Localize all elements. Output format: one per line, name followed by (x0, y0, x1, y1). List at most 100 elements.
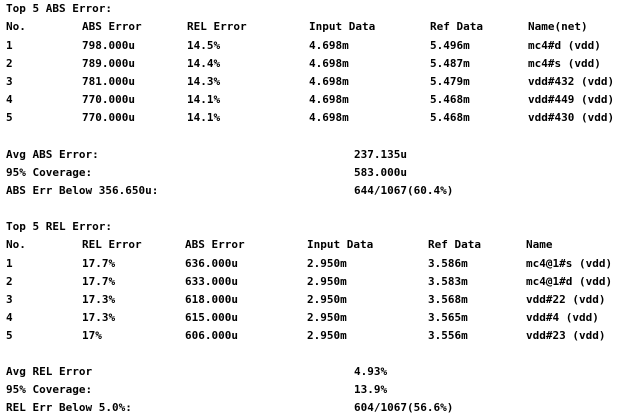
row-ref-data: 5.479m (430, 75, 470, 88)
abs-section-title: Top 5 ABS Error: (0, 0, 629, 18)
row-rel-error: 14.1% (187, 111, 221, 124)
row-ref-data: 5.468m (430, 111, 470, 124)
row-name: vdd#432 (vdd) (528, 75, 615, 88)
row-name: mc4#s (vdd) (528, 57, 601, 70)
row-ref-data: 3.565m (428, 311, 468, 324)
summary-value: 644/1067(60.4%) (354, 184, 454, 197)
row-ref-data: 3.583m (428, 275, 468, 288)
row-rel-error: 14.1% (187, 93, 221, 106)
row-input-data: 2.950m (307, 311, 347, 324)
row-abs-error: 606.000u (185, 329, 238, 342)
row-abs-error: 615.000u (185, 311, 238, 324)
table-row: 4 770.000u 14.1% 4.698m 5.468m vdd#449 (… (0, 91, 629, 109)
row-ref-data: 5.468m (430, 93, 470, 106)
summary-label: ABS Err Below 356.650u: (6, 184, 159, 197)
row-name: vdd#430 (vdd) (528, 111, 615, 124)
row-name: mc4#d (vdd) (528, 39, 601, 52)
row-name: mc4@1#d (vdd) (526, 275, 613, 288)
header-ref-data: Ref Data (430, 20, 483, 33)
header-abs-error: ABS Error (82, 20, 142, 33)
row-abs-error: 618.000u (185, 293, 238, 306)
row-rel-error: 14.3% (187, 75, 221, 88)
row-name: vdd#23 (vdd) (526, 329, 606, 342)
header-abs-error: ABS Error (185, 238, 245, 251)
header-no: No. (6, 20, 26, 33)
table-row: 1 798.000u 14.5% 4.698m 5.496m mc4#d (vd… (0, 37, 629, 55)
header-input-data: Input Data (307, 238, 374, 251)
row-name: vdd#22 (vdd) (526, 293, 606, 306)
row-ref-data: 3.586m (428, 257, 468, 270)
row-no: 5 (6, 329, 13, 342)
row-rel-error: 17.7% (82, 257, 116, 270)
row-input-data: 2.950m (307, 293, 347, 306)
row-name: vdd#449 (vdd) (528, 93, 615, 106)
row-name: mc4@1#s (vdd) (526, 257, 613, 270)
row-rel-error: 17.7% (82, 275, 116, 288)
summary-value: 13.9% (354, 383, 388, 396)
summary-value: 583.000u (354, 166, 407, 179)
summary-label: REL Err Below 5.0%: (6, 401, 132, 414)
summary-value: 604/1067(56.6%) (354, 401, 454, 414)
summary-row: ABS Err Below 356.650u: 644/1067(60.4%) (0, 182, 629, 200)
row-no: 2 (6, 57, 13, 70)
row-input-data: 2.950m (307, 329, 347, 342)
row-input-data: 4.698m (309, 57, 349, 70)
row-no: 3 (6, 75, 13, 88)
table-row: 5 770.000u 14.1% 4.698m 5.468m vdd#430 (… (0, 109, 629, 127)
table-row: 3 781.000u 14.3% 4.698m 5.479m vdd#432 (… (0, 73, 629, 91)
row-abs-error: 789.000u (82, 57, 135, 70)
header-ref-data: Ref Data (428, 238, 481, 251)
table-row: 4 17.3% 615.000u 2.950m 3.565m vdd#4 (vd… (0, 309, 629, 327)
row-ref-data: 5.496m (430, 39, 470, 52)
header-name: Name(net) (528, 20, 588, 33)
row-abs-error: 781.000u (82, 75, 135, 88)
summary-label: Avg ABS Error: (6, 148, 99, 161)
summary-row: Avg REL Error 4.93% (0, 363, 629, 381)
header-no: No. (6, 238, 26, 251)
summary-value: 4.93% (354, 365, 388, 378)
table-row: 2 789.000u 14.4% 4.698m 5.487m mc4#s (vd… (0, 55, 629, 73)
rel-title-text: Top 5 REL Error: (6, 220, 112, 233)
row-rel-error: 14.4% (187, 57, 221, 70)
row-input-data: 2.950m (307, 257, 347, 270)
row-abs-error: 798.000u (82, 39, 135, 52)
row-rel-error: 17.3% (82, 311, 116, 324)
summary-row: Avg ABS Error: 237.135u (0, 146, 629, 164)
summary-label: 95% Coverage: (6, 383, 93, 396)
row-rel-error: 17.3% (82, 293, 116, 306)
row-ref-data: 3.556m (428, 329, 468, 342)
row-no: 4 (6, 311, 13, 324)
summary-row: REL Err Below 5.0%: 604/1067(56.6%) (0, 399, 629, 417)
header-name: Name (526, 238, 553, 251)
table-row: 2 17.7% 633.000u 2.950m 3.583m mc4@1#d (… (0, 273, 629, 291)
summary-row: 95% Coverage: 583.000u (0, 164, 629, 182)
row-no: 3 (6, 293, 13, 306)
row-no: 1 (6, 257, 13, 270)
summary-label: 95% Coverage: (6, 166, 93, 179)
row-abs-error: 770.000u (82, 111, 135, 124)
summary-row: 95% Coverage: 13.9% (0, 381, 629, 399)
row-ref-data: 5.487m (430, 57, 470, 70)
header-rel-error: REL Error (187, 20, 247, 33)
row-abs-error: 633.000u (185, 275, 238, 288)
row-no: 1 (6, 39, 13, 52)
table-row: 1 17.7% 636.000u 2.950m 3.586m mc4@1#s (… (0, 255, 629, 273)
row-no: 4 (6, 93, 13, 106)
row-abs-error: 770.000u (82, 93, 135, 106)
summary-value: 237.135u (354, 148, 407, 161)
row-abs-error: 636.000u (185, 257, 238, 270)
row-input-data: 4.698m (309, 93, 349, 106)
rel-table-header: No. REL Error ABS Error Input Data Ref D… (0, 236, 629, 254)
abs-table-header: No. ABS Error REL Error Input Data Ref D… (0, 18, 629, 36)
row-no: 5 (6, 111, 13, 124)
row-rel-error: 14.5% (187, 39, 221, 52)
row-name: vdd#4 (vdd) (526, 311, 599, 324)
summary-label: Avg REL Error (6, 365, 93, 378)
table-row: 5 17% 606.000u 2.950m 3.556m vdd#23 (vdd… (0, 327, 629, 345)
header-input-data: Input Data (309, 20, 376, 33)
row-input-data: 4.698m (309, 39, 349, 52)
abs-title-text: Top 5 ABS Error: (6, 2, 112, 15)
row-input-data: 4.698m (309, 75, 349, 88)
rel-section-title: Top 5 REL Error: (0, 218, 629, 236)
row-ref-data: 3.568m (428, 293, 468, 306)
